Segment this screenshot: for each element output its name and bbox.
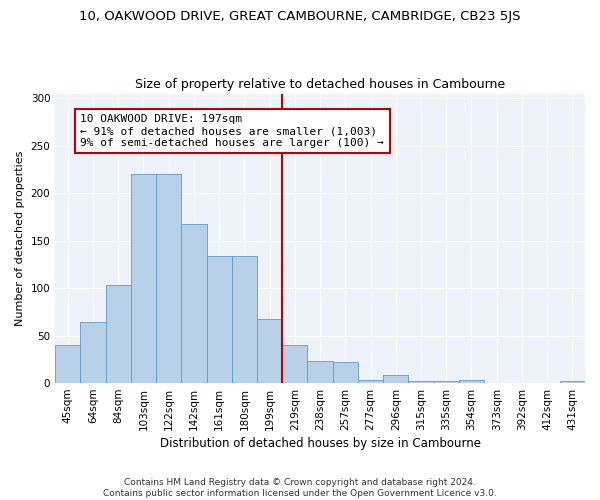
Title: Size of property relative to detached houses in Cambourne: Size of property relative to detached ho… [135, 78, 505, 91]
Bar [181, 224, 206, 383]
X-axis label: Distribution of detached houses by size in Cambourne: Distribution of detached houses by size … [160, 437, 481, 450]
Bar [106, 286, 131, 383]
Text: 10, OAKWOOD DRIVE, GREAT CAMBOURNE, CAMBRIDGE, CB23 5JS: 10, OAKWOOD DRIVE, GREAT CAMBOURNE, CAMB… [79, 10, 521, 23]
Bar [409, 381, 434, 383]
Bar [358, 380, 383, 383]
Bar [80, 322, 106, 383]
Bar [307, 361, 332, 383]
Bar [434, 381, 459, 383]
Bar [131, 174, 156, 383]
Bar [257, 318, 282, 383]
Bar [459, 380, 484, 383]
Text: Contains HM Land Registry data © Crown copyright and database right 2024.
Contai: Contains HM Land Registry data © Crown c… [103, 478, 497, 498]
Bar [560, 381, 585, 383]
Bar [383, 376, 409, 383]
Bar [55, 345, 80, 383]
Bar [282, 345, 307, 383]
Bar [332, 362, 358, 383]
Y-axis label: Number of detached properties: Number of detached properties [15, 150, 25, 326]
Text: 10 OAKWOOD DRIVE: 197sqm
← 91% of detached houses are smaller (1,003)
9% of semi: 10 OAKWOOD DRIVE: 197sqm ← 91% of detach… [80, 114, 384, 148]
Bar [232, 256, 257, 383]
Bar [206, 256, 232, 383]
Bar [156, 174, 181, 383]
